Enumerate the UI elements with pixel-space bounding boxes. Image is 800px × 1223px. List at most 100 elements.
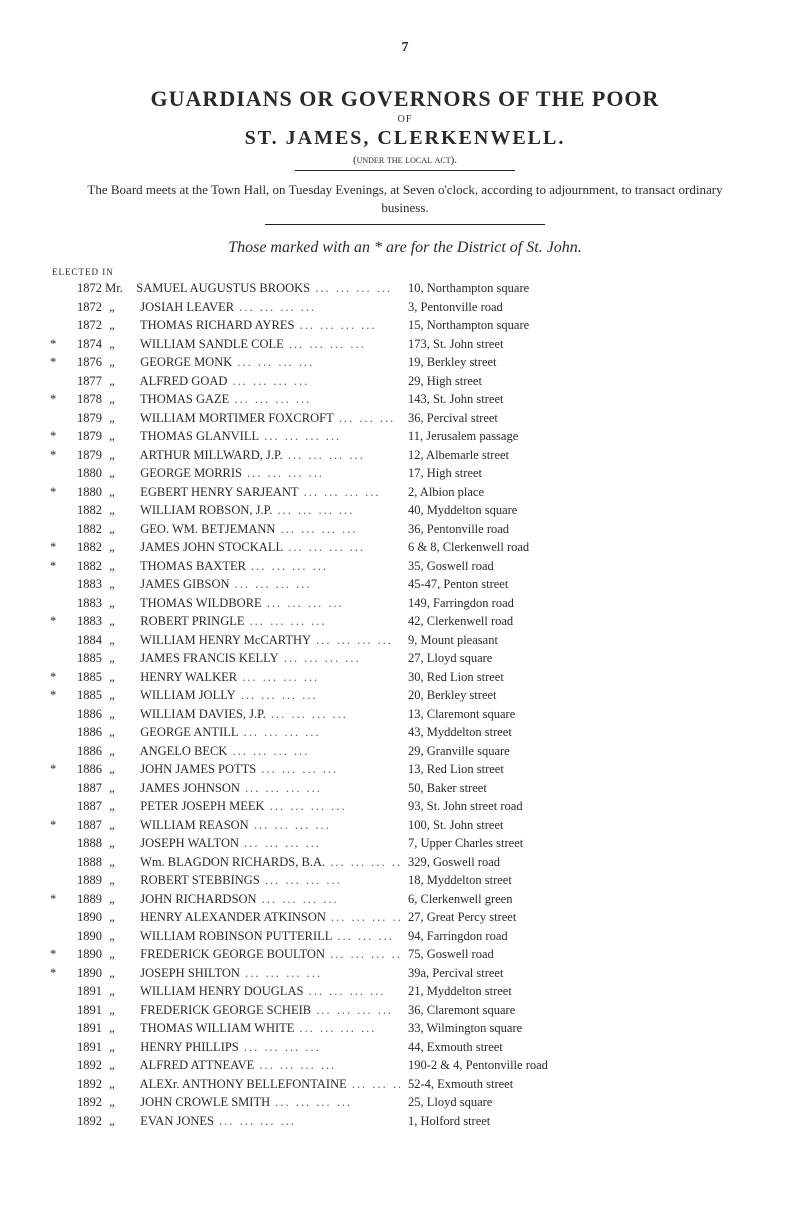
entry-left: 1892 „ EVAN JONES: [50, 1112, 400, 1131]
entry-year: 1887: [58, 797, 102, 816]
entry-year: 1888: [58, 853, 102, 872]
entry-left: 1888 „ JOSEPH WALTON: [50, 834, 400, 853]
divider: [295, 170, 515, 171]
entry-address: 40, Myddelton square: [400, 501, 517, 520]
district-note: Those marked with an * are for the Distr…: [50, 239, 760, 257]
entry-name: JAMES FRANCIS KELLY: [140, 651, 360, 665]
entry-row: 1887 „ JAMES JOHNSON50, Baker street: [50, 779, 760, 798]
entry-row: 1886 „ GEORGE ANTILL43, Myddelton street: [50, 723, 760, 742]
star-marker: *: [50, 335, 58, 354]
page-number: 7: [50, 40, 760, 56]
entry-left: *1879 „ ARTHUR MILLWARD, J.P.: [50, 446, 400, 465]
entry-left: 1885 „ JAMES FRANCIS KELLY: [50, 649, 400, 668]
entry-year: 1891: [58, 1001, 102, 1020]
entry-left: *1878 „ THOMAS GAZE: [50, 390, 400, 409]
ditto-mark: „: [105, 1038, 137, 1057]
entry-name: FREDERICK GEORGE BOULTON: [140, 947, 400, 961]
entry-row: 1891 „ THOMAS WILLIAM WHITE33, Wilmingto…: [50, 1019, 760, 1038]
entry-year: 1892: [58, 1093, 102, 1112]
entry-row: 1885 „ JAMES FRANCIS KELLY27, Lloyd squa…: [50, 649, 760, 668]
ditto-mark: „: [105, 594, 137, 613]
entry-left: 1883 „ JAMES GIBSON: [50, 575, 400, 594]
entry-left: 1892 „ ALFRED ATTNEAVE: [50, 1056, 400, 1075]
entry-row: 1892 „ ALFRED ATTNEAVE190-2 & 4, Pentonv…: [50, 1056, 760, 1075]
star-marker: *: [50, 427, 58, 446]
entry-address: 36, Claremont square: [400, 1001, 515, 1020]
entry-address: 30, Red Lion street: [400, 668, 504, 687]
entry-name: WILLIAM ROBINSON PUTTERILL: [140, 929, 400, 943]
entry-year: 1880: [58, 464, 102, 483]
entry-row: 1891 „ HENRY PHILLIPS44, Exmouth street: [50, 1038, 760, 1057]
entry-name: THOMAS BAXTER: [140, 559, 328, 573]
star-marker: *: [50, 945, 58, 964]
entry-year: 1878: [58, 390, 102, 409]
entry-row: 1887 „ PETER JOSEPH MEEK93, St. John str…: [50, 797, 760, 816]
entry-address: 11, Jerusalem passage: [400, 427, 518, 446]
entry-name: WILLIAM ROBSON, J.P.: [140, 503, 354, 517]
entry-row: 1883 „ THOMAS WILDBORE149, Farringdon ro…: [50, 594, 760, 613]
divider: [265, 224, 545, 225]
entry-left: *1879 „ THOMAS GLANVILL: [50, 427, 400, 446]
entry-name: WILLIAM SANDLE COLE: [140, 337, 366, 351]
entry-row: 1884 „ WILLIAM HENRY McCARTHY9, Mount pl…: [50, 631, 760, 650]
entry-address: 6 & 8, Clerkenwell road: [400, 538, 529, 557]
entry-year: 1880: [58, 483, 102, 502]
star-marker: *: [50, 483, 58, 502]
entry-left: *1885 „ WILLIAM JOLLY: [50, 686, 400, 705]
entry-row: 1872 „ JOSIAH LEAVER3, Pentonville road: [50, 298, 760, 317]
ditto-mark: „: [105, 353, 137, 372]
entry-year: 1886: [58, 723, 102, 742]
entry-row: 1879 „ WILLIAM MORTIMER FOXCROFT36, Perc…: [50, 409, 760, 428]
ditto-mark: „: [105, 1075, 137, 1094]
star-marker: *: [50, 353, 58, 372]
star-marker: *: [50, 390, 58, 409]
entry-year: 1879: [58, 409, 102, 428]
entry-row: 1891 „ WILLIAM HENRY DOUGLAS21, Myddelto…: [50, 982, 760, 1001]
entry-name: JOHN RICHARDSON: [140, 892, 338, 906]
entry-year: 1889: [58, 871, 102, 890]
entry-year: 1886: [58, 760, 102, 779]
entry-row: 1892 „ ALEXr. ANTHONY BELLEFONTAINE52-4,…: [50, 1075, 760, 1094]
entry-left: 1883 „ THOMAS WILDBORE: [50, 594, 400, 613]
entry-address: 13, Red Lion street: [400, 760, 504, 779]
entry-row: 1882 „ WILLIAM ROBSON, J.P.40, Myddelton…: [50, 501, 760, 520]
entry-row: 1886 „ ANGELO BECK29, Granville square: [50, 742, 760, 761]
entry-left: 1890 „ WILLIAM ROBINSON PUTTERILL: [50, 927, 400, 946]
entry-row: 1883 „ JAMES GIBSON45-47, Penton street: [50, 575, 760, 594]
entry-name: ROBERT PRINGLE: [140, 614, 326, 628]
entry-address: 1, Holford street: [400, 1112, 490, 1131]
entry-name: FREDERICK GEORGE SCHEIB: [140, 1003, 393, 1017]
entry-row: *1886 „ JOHN JAMES POTTS13, Red Lion str…: [50, 760, 760, 779]
entry-left: 1872 „ THOMAS RICHARD AYRES: [50, 316, 400, 335]
entry-left: 1886 „ GEORGE ANTILL: [50, 723, 400, 742]
of-word: OF: [50, 114, 760, 125]
star-marker: *: [50, 446, 58, 465]
entry-name: ARTHUR MILLWARD, J.P.: [140, 448, 365, 462]
entry-left: 1887 „ JAMES JOHNSON: [50, 779, 400, 798]
ditto-mark: „: [105, 390, 137, 409]
entry-year: 1892: [58, 1112, 102, 1131]
ditto-mark: „: [105, 538, 137, 557]
entry-year: 1890: [58, 908, 102, 927]
entry-name: THOMAS GAZE: [140, 392, 311, 406]
entry-left: 1872 „ JOSIAH LEAVER: [50, 298, 400, 317]
ditto-mark: „: [105, 427, 137, 446]
entry-year: 1879: [58, 446, 102, 465]
entry-left: 1882 „ GEO. WM. BETJEMANN: [50, 520, 400, 539]
entry-year: 1892: [58, 1056, 102, 1075]
entry-name: JOSIAH LEAVER: [140, 300, 316, 314]
entry-year: 1885: [58, 649, 102, 668]
entry-name: SAMUEL AUGUSTUS BROOKS: [136, 281, 392, 295]
entry-year: 1883: [58, 575, 102, 594]
entry-address: 52-4, Exmouth street: [400, 1075, 513, 1094]
entry-name: JAMES GIBSON: [140, 577, 311, 591]
entry-row: 1877 „ ALFRED GOAD29, High street: [50, 372, 760, 391]
entry-row: *1883 „ ROBERT PRINGLE42, Clerkenwell ro…: [50, 612, 760, 631]
entry-year: 1879: [58, 427, 102, 446]
ditto-mark: „: [105, 908, 137, 927]
entry-year: 1891: [58, 1038, 102, 1057]
entry-row: 1886 „ WILLIAM DAVIES, J.P.13, Claremont…: [50, 705, 760, 724]
star-marker: *: [50, 668, 58, 687]
ditto-mark: „: [105, 945, 137, 964]
entry-year: 1886: [58, 742, 102, 761]
